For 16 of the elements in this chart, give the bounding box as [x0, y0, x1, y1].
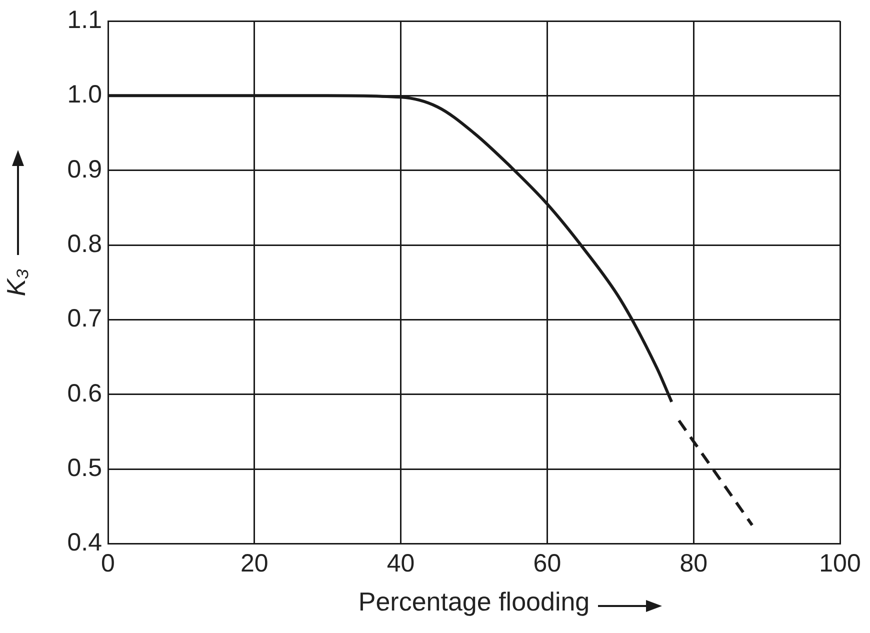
x-axis-title: Percentage flooding	[358, 586, 590, 617]
x-tick-label: 100	[819, 550, 861, 578]
x-tick-label: 0	[101, 550, 115, 578]
y-tick-label: 0.5	[67, 454, 102, 482]
y-axis-title: K₃	[0, 268, 31, 296]
x-tick-label: 60	[533, 550, 562, 578]
y-tick-label: 1.0	[67, 80, 102, 109]
x-tick-label: 40	[386, 550, 415, 578]
x-tick-label: 20	[240, 550, 268, 578]
x-tick-label: 80	[680, 550, 708, 578]
y-tick-label: 0.8	[67, 230, 102, 258]
y-tick-label: 0.9	[67, 155, 102, 184]
y-tick-label: 0.4	[67, 528, 102, 557]
y-tick-label: 0.7	[67, 304, 102, 333]
y-tick-label: 1.1	[67, 6, 102, 34]
y-tick-label: 0.6	[67, 379, 102, 408]
